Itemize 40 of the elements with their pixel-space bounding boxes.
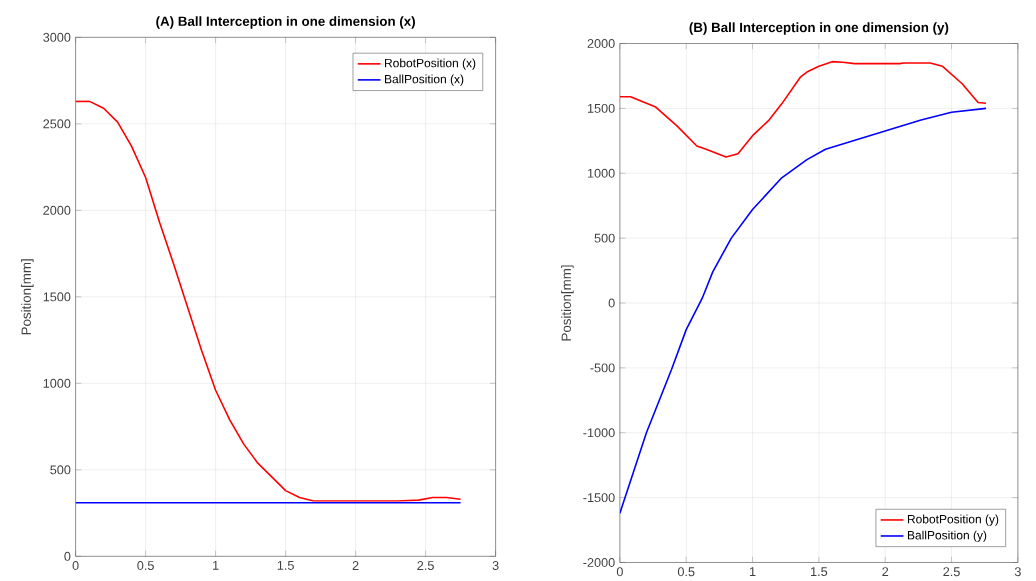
y-tick-label: 500 <box>50 465 71 475</box>
x-tick-label: 3 <box>492 561 499 571</box>
x-tick-label: 2.5 <box>943 567 960 577</box>
y-axis-title: Position[mm] <box>21 259 34 335</box>
y-tick-label: 1000 <box>587 168 615 178</box>
y-tick-label: 2000 <box>43 205 71 215</box>
x-tick-label: 1 <box>213 561 219 570</box>
legend-label: RobotPosition (x) <box>385 58 476 70</box>
chart-title: (B) Ball Interception in one dimension (y) <box>689 22 949 35</box>
x-tick-label: 3 <box>1014 567 1021 577</box>
x-tick-label: 1 <box>749 567 756 576</box>
x-tick-label: 1.5 <box>277 561 294 570</box>
x-tick-label: 0.5 <box>677 567 695 577</box>
x-tick-label: 2 <box>352 561 359 570</box>
x-tick-label: 2.5 <box>417 561 434 571</box>
y-tick-label: 500 <box>594 233 615 243</box>
line-series <box>619 107 987 514</box>
y-tick-label: -1000 <box>583 428 615 438</box>
y-tick-label: 1500 <box>43 292 71 302</box>
x-tick-label: 2 <box>882 567 889 577</box>
y-tick-label: 1500 <box>587 103 615 113</box>
legend-label: BallPosition (x) <box>385 74 464 86</box>
x-tick-label: 0 <box>72 561 79 571</box>
x-tick-label: 1.5 <box>811 567 828 577</box>
x-tick-label: 0.5 <box>137 561 154 571</box>
y-tick-label: 1000 <box>43 378 71 388</box>
y-axis-title: Position[mm] <box>561 265 574 341</box>
y-tick-label: 2000 <box>587 39 615 48</box>
legend-label: RobotPosition (y) <box>907 514 999 526</box>
x-tick-label: 0 <box>616 567 623 577</box>
y-tick-label: -500 <box>590 363 615 373</box>
y-tick-label: 2500 <box>43 119 71 129</box>
line-series <box>619 60 987 158</box>
y-tick-label: -1500 <box>583 493 615 503</box>
legend-label: BallPosition (y) <box>907 530 987 542</box>
chart-title: (A) Ball Interception in one dimension (x) <box>156 16 415 29</box>
y-tick-label: 0 <box>64 551 71 561</box>
y-tick-label: 3000 <box>43 32 71 42</box>
y-tick-label: 0 <box>608 298 615 308</box>
y-tick-label: -2000 <box>583 558 615 567</box>
